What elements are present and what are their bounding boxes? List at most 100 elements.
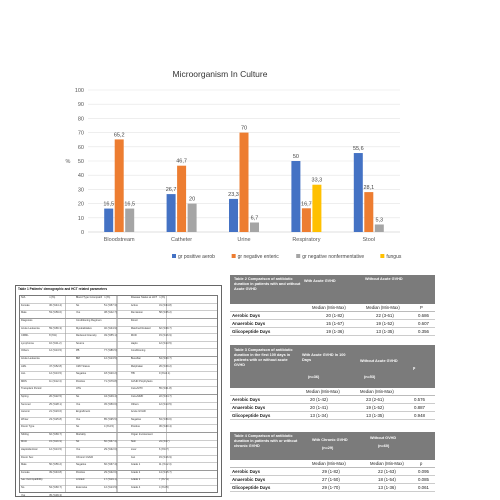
table-cell bbox=[157, 379, 184, 387]
table-3-col-without: Without Acute GVHD bbox=[360, 359, 398, 363]
table-4-title: Table 4 Comparison of antibiotic duratio… bbox=[234, 434, 298, 448]
bar bbox=[187, 203, 197, 232]
legend-swatch bbox=[296, 254, 301, 258]
table-row: Autumn 21 (%23.6) Engraftment Acute GVHD bbox=[19, 409, 218, 417]
table-cell: Transplant Period bbox=[21, 387, 42, 391]
table-3-title: Table 3 Comparison of antibiotic duratio… bbox=[234, 348, 293, 367]
table-row: Female 39 (%43.8) Positive 29 (%32.6) Grade … bbox=[19, 470, 218, 478]
table-cell: 0.686 bbox=[418, 313, 429, 318]
table-row: Acute Leukemia BM 12 (%13.5) Busulfan 54 (%6… bbox=[19, 356, 218, 364]
legend-swatch bbox=[231, 254, 236, 258]
table-cell: Anaerobic Days bbox=[232, 477, 266, 482]
table-cell: 4 (%4.5) bbox=[158, 486, 169, 490]
table-cell bbox=[47, 356, 74, 364]
table-cell: 36 (%44.4) bbox=[49, 303, 62, 307]
y-tick-label: 60 bbox=[78, 145, 84, 151]
table-cell: 26 (%29.2) bbox=[158, 364, 172, 368]
table-cell: 17 (%19.1) bbox=[104, 478, 117, 482]
table-cell: Others bbox=[21, 349, 29, 353]
table-cell bbox=[157, 348, 184, 356]
table-cell: CsA+MMF bbox=[130, 394, 144, 398]
table-cell: Remission bbox=[130, 311, 143, 315]
table-cell: Liver bbox=[130, 448, 137, 452]
table-row: No 54 (%60.7) Extensive 12 (%13.5) Grade 4 4 … bbox=[19, 485, 218, 493]
table-cell: Autumn bbox=[21, 410, 30, 414]
table-cell: MUD bbox=[21, 440, 27, 444]
table-cell: 39 (%43.8) bbox=[49, 470, 62, 474]
table-2-subheader: Median (Min-Max) Median (Min-Max) P bbox=[230, 304, 435, 312]
y-tick-label: 40 bbox=[78, 173, 84, 179]
table-cell: 0.085 bbox=[418, 477, 429, 482]
table-cell: 19 (1-52) bbox=[376, 321, 394, 326]
table-cell: No bbox=[75, 394, 80, 398]
table-cell: 29 (%32.6) bbox=[104, 448, 117, 452]
bar bbox=[312, 184, 322, 232]
table-cell: 77 (%86.5) bbox=[104, 349, 117, 353]
table-cell: 58 (%65.2) bbox=[158, 311, 172, 315]
table-cell: Gut bbox=[130, 455, 136, 459]
table-cell: 8 (%9) bbox=[49, 334, 57, 338]
table-cell: Mortality bbox=[75, 432, 86, 436]
table-cell: Chronic GVHD bbox=[75, 455, 94, 459]
demographics-table-title: Table 1 Patients' demographic and HCT re… bbox=[18, 287, 108, 291]
table-cell: n (%) bbox=[49, 296, 56, 300]
table-cell: Engraftment bbox=[75, 410, 91, 414]
table-cell: 22 (1-63) bbox=[378, 469, 396, 474]
table-cell bbox=[157, 492, 184, 500]
table-cell: Others bbox=[130, 402, 139, 406]
table-cell: 4 (%4.5) bbox=[104, 425, 114, 429]
table-cell: n (%) bbox=[158, 296, 166, 300]
table-cell: 27 (1-50) bbox=[322, 477, 340, 482]
demographics-table-grid bbox=[19, 295, 218, 493]
table-cell: Negative bbox=[130, 417, 142, 421]
table-cell: Conditioning bbox=[130, 349, 146, 353]
table-cell: Grade 1 bbox=[130, 463, 141, 467]
table-3-header: Table 3 Comparison of antibiotic duratio… bbox=[230, 345, 435, 388]
table-cell: Lymphoma bbox=[21, 341, 34, 345]
table-cell: BM bbox=[75, 356, 80, 360]
table-cell: Sex Incompatibility bbox=[21, 478, 43, 482]
table-row: Aerobic Days 29 (1-82) 22 (1-63) 0.095 bbox=[230, 468, 435, 476]
legend-swatch bbox=[380, 254, 385, 258]
y-tick-label: 10 bbox=[78, 216, 84, 222]
legend-label: gr positive aerob bbox=[178, 254, 215, 260]
table-cell: Anaerobic Days bbox=[232, 405, 266, 410]
table-cell: Yes bbox=[75, 417, 81, 421]
table-cell: Negative bbox=[75, 463, 87, 467]
table-cell: Aerobic Days bbox=[232, 469, 261, 474]
table-cell bbox=[102, 386, 129, 394]
table-row: MUD 15 (%16.9) No 60 (%67.4) Skin 24 (%27) bbox=[19, 439, 218, 447]
table-cell: Grade 2 bbox=[130, 470, 141, 474]
table-cell bbox=[129, 492, 157, 500]
table-row: Anaerobic Days 27 (1-50) 18 (1-54) 0.085 bbox=[230, 476, 435, 484]
bar bbox=[166, 194, 176, 232]
table-cell: No bbox=[21, 486, 25, 490]
data-label: 46,7 bbox=[176, 159, 187, 165]
table-cell: GVHD Prophylaxis bbox=[130, 379, 153, 383]
table-row: Sibling 62 (%69.7) Mortality Organ Involvem… bbox=[19, 432, 218, 440]
table-cell: 60 (%67.4) bbox=[104, 463, 117, 467]
data-label: 28,1 bbox=[363, 185, 374, 191]
table-cell: 20 (1-42) bbox=[310, 397, 328, 402]
table-cell: Conditioning Regimen bbox=[75, 318, 102, 322]
table-cell: Negative bbox=[75, 372, 87, 376]
table-cell: 55 (%61.8) bbox=[158, 387, 172, 391]
table-cell: 12 (%13.5) bbox=[49, 372, 62, 376]
table-cell: 6 (%6.7) bbox=[158, 448, 169, 452]
table-row: Sex Incompatibility Limited 17 (%19.1) Grad… bbox=[19, 477, 218, 485]
table-row: Aerobic Days 20 (1-42) 23 (2-61) 0.576 bbox=[230, 396, 435, 404]
table-cell: 12 (%13.5) bbox=[104, 486, 117, 490]
demographics-table: Table 1 Patients' demographic and HCT re… bbox=[15, 285, 222, 497]
table-cell: Positive bbox=[75, 470, 86, 474]
legend-swatch bbox=[172, 254, 176, 258]
table-cell bbox=[74, 492, 102, 500]
table-cell: Matched Related bbox=[130, 326, 151, 330]
table-cell bbox=[102, 409, 129, 417]
data-label: 50 bbox=[293, 154, 299, 160]
legend-label: gr negative nonfermentative bbox=[302, 254, 364, 260]
table-cell: 0.356 bbox=[418, 329, 429, 334]
table-cell: Source bbox=[75, 341, 85, 345]
table-cell: 54 (%60.7) bbox=[158, 356, 172, 360]
y-tick-label: 100 bbox=[75, 88, 84, 94]
table-row: Aerobic Days 20 (1-82) 22 (3-61) 0.686 bbox=[230, 312, 435, 320]
